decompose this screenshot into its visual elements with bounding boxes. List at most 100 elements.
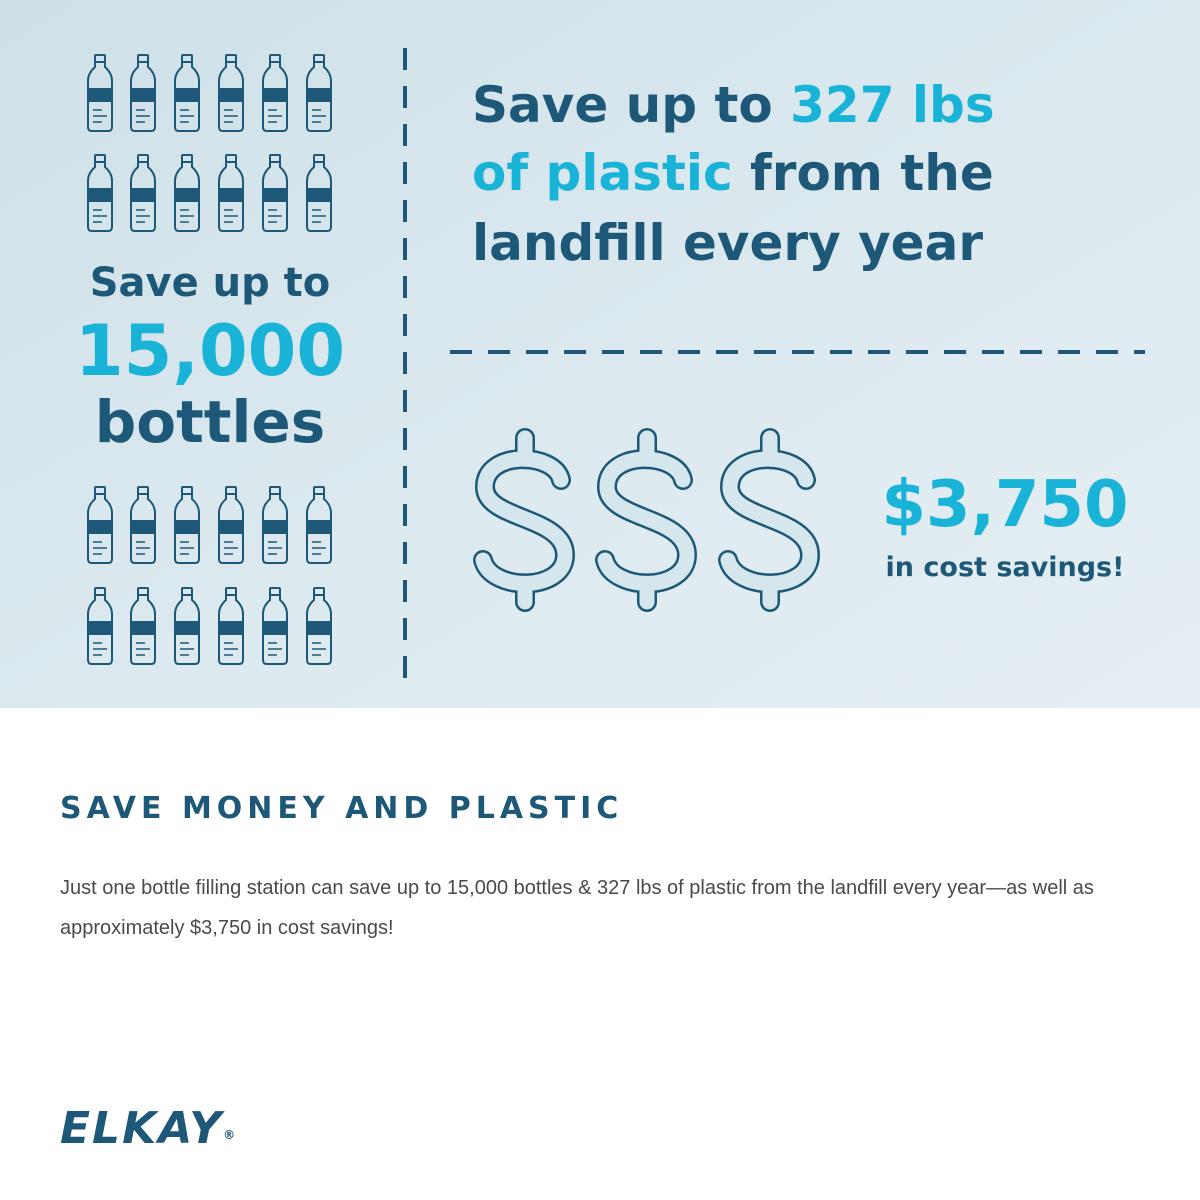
bottle-icons — [87, 54, 332, 665]
bottle-cap — [94, 486, 106, 495]
bottle-label — [307, 188, 331, 202]
bottle — [262, 54, 288, 132]
bottle-label — [307, 621, 331, 635]
bottle-body — [87, 62, 113, 132]
dollar-icons — [473, 428, 821, 612]
bottle-label — [175, 621, 199, 635]
bottle-cap — [225, 54, 237, 63]
bottle-body — [87, 494, 113, 564]
bottle-label — [88, 88, 112, 102]
bottle-label — [175, 88, 199, 102]
bottle — [130, 54, 156, 132]
bottle — [174, 54, 200, 132]
bottle-cap — [94, 54, 106, 63]
bottle-body — [262, 494, 288, 564]
bottle — [174, 587, 200, 665]
bottle — [87, 486, 113, 564]
bottle-label — [88, 188, 112, 202]
logo-mark: ® — [223, 1128, 237, 1142]
bottle-body — [174, 62, 200, 132]
bottle — [130, 486, 156, 564]
dollar-icon — [473, 428, 576, 612]
bottle-label — [263, 188, 287, 202]
plastic-amount-cont: of plastic — [472, 144, 733, 202]
bottle-body — [87, 162, 113, 232]
dollar-inner — [720, 430, 818, 610]
bottle-cap — [137, 587, 149, 596]
bottle — [306, 54, 332, 132]
bottle-cap — [94, 154, 106, 163]
bottle-label — [263, 88, 287, 102]
logo-text: ELKAY — [60, 1103, 225, 1154]
bottle — [174, 486, 200, 564]
plastic-amount: 327 lbs — [790, 76, 994, 134]
bottle-body — [218, 595, 244, 665]
bottle — [218, 154, 244, 232]
plastic-line-1: Save up to 327 lbs — [472, 76, 995, 134]
bottle — [130, 154, 156, 232]
bottle-body — [130, 494, 156, 564]
bottle-label — [307, 88, 331, 102]
bottle-body — [218, 162, 244, 232]
bottle-label — [263, 621, 287, 635]
bottle-body — [130, 62, 156, 132]
bottles-lead: Save up to — [90, 260, 331, 306]
bottle — [87, 54, 113, 132]
bottle-label — [307, 520, 331, 534]
section-body: Just one bottle filling station can save… — [60, 877, 1094, 939]
bottle-label — [219, 621, 243, 635]
bottle-label — [175, 188, 199, 202]
bottle-cap — [137, 54, 149, 63]
bottle-body — [306, 494, 332, 564]
bottle — [174, 154, 200, 232]
bottle-body — [174, 494, 200, 564]
bottle-cap — [181, 587, 193, 596]
bottle-label — [131, 621, 155, 635]
dollar-icon — [718, 428, 821, 612]
plastic-tail: from the — [750, 144, 994, 202]
savings-amount: $3,750 — [882, 468, 1129, 542]
bottle — [130, 587, 156, 665]
bottle-body — [130, 595, 156, 665]
bottle-label — [219, 88, 243, 102]
bottle-label — [219, 520, 243, 534]
bottle-body — [262, 595, 288, 665]
plastic-lead: Save up to — [472, 76, 773, 134]
bottle-body — [130, 162, 156, 232]
bottles-number: 15,000 — [75, 310, 345, 392]
bottle-body — [87, 595, 113, 665]
bottle-label — [131, 520, 155, 534]
bottle-cap — [225, 587, 237, 596]
bottle — [262, 154, 288, 232]
bottle — [87, 587, 113, 665]
bottle-cap — [225, 486, 237, 495]
bottles-unit: bottles — [95, 388, 326, 456]
plastic-line-2: of plastic from the — [472, 144, 994, 202]
bottle — [87, 154, 113, 232]
bottle-cap — [269, 486, 281, 495]
bottle-cap — [225, 154, 237, 163]
bottle-label — [219, 188, 243, 202]
bottle — [262, 587, 288, 665]
bottle-cap — [313, 54, 325, 63]
bottle-cap — [181, 486, 193, 495]
bottle-cap — [313, 587, 325, 596]
bottle — [306, 154, 332, 232]
bottle — [218, 486, 244, 564]
bottle — [306, 486, 332, 564]
bottle-cap — [269, 154, 281, 163]
bottle-label — [88, 520, 112, 534]
bottle-cap — [313, 486, 325, 495]
bottle-cap — [181, 54, 193, 63]
bottle-body — [306, 62, 332, 132]
bottle-body — [174, 162, 200, 232]
section-heading: SAVE MONEY AND PLASTIC — [60, 791, 623, 826]
bottle-body — [306, 595, 332, 665]
plastic-line-3: landfill every year — [472, 214, 983, 272]
bottle — [218, 587, 244, 665]
bottle-body — [306, 162, 332, 232]
bottle-cap — [313, 154, 325, 163]
bottle-body — [218, 62, 244, 132]
